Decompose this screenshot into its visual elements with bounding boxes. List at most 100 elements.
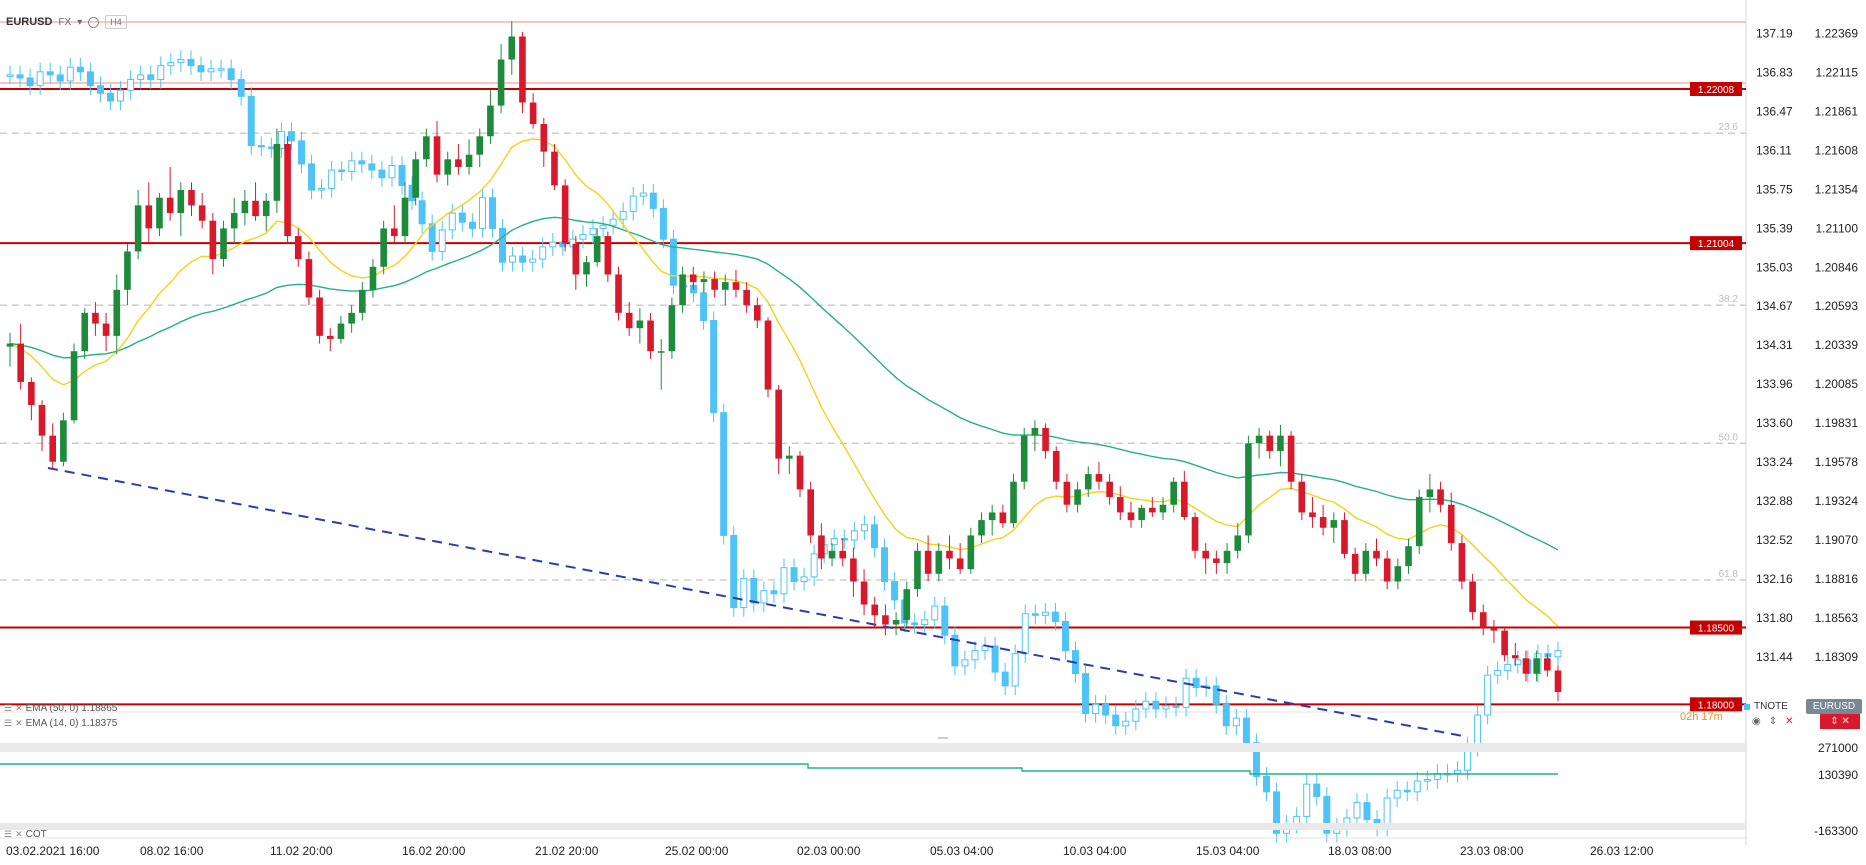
tnote-candle xyxy=(669,238,677,286)
tnote-candle xyxy=(1423,779,1431,782)
tnote-legend[interactable]: TNOTE xyxy=(1744,701,1788,712)
cot-legend[interactable]: ☰ ✕ COT xyxy=(4,829,47,840)
time-tick-label: 23.03 08:00 xyxy=(1460,844,1524,858)
clock-icon[interactable] xyxy=(88,16,100,28)
candle-body xyxy=(209,220,217,260)
tnote-candle xyxy=(991,645,999,673)
settings-icon[interactable]: ☰ xyxy=(4,829,12,839)
time-tick-label: 18.03 08:00 xyxy=(1328,844,1392,858)
tnote-candle xyxy=(619,211,627,220)
tnote-tick-label: 133.24 xyxy=(1756,455,1793,469)
eurusd-price-badge[interactable]: EURUSD xyxy=(1806,699,1862,714)
interval-selector[interactable]: H4 xyxy=(105,15,127,29)
tnote-candle xyxy=(911,622,919,625)
tnote-candle xyxy=(56,74,64,82)
level-price-tag xyxy=(1690,81,1742,96)
candle-body xyxy=(70,351,78,421)
tnote-candle xyxy=(1403,789,1411,793)
candle-body xyxy=(337,323,345,339)
tnote-candle xyxy=(810,553,818,578)
price-tick-label: 1.18816 xyxy=(1815,572,1859,586)
candle-body xyxy=(102,323,110,336)
tnote-candle xyxy=(589,227,597,236)
candle-body xyxy=(1298,481,1306,513)
candle-body xyxy=(49,435,57,462)
candle-body xyxy=(1010,481,1017,524)
tnote-candle xyxy=(1142,700,1150,710)
candle-body xyxy=(305,259,313,298)
tnote-candle xyxy=(499,227,507,263)
tnote-candle xyxy=(579,234,587,240)
tnote-candle xyxy=(951,634,959,667)
close-icon[interactable]: ✕ xyxy=(15,718,22,728)
tnote-candle xyxy=(127,78,135,91)
tnote-candle xyxy=(539,246,547,260)
price-tick-label: 1.19831 xyxy=(1815,416,1859,430)
candle-body xyxy=(1245,443,1252,536)
candle-body xyxy=(1426,489,1434,498)
candle-body xyxy=(1213,558,1220,564)
price-tick-label: 1.22369 xyxy=(1815,27,1859,41)
candle-body xyxy=(935,550,943,574)
candle-body xyxy=(1319,517,1327,528)
candle-body xyxy=(1479,612,1487,628)
candle-body xyxy=(1138,507,1145,521)
candle-body xyxy=(1266,435,1274,452)
eurusd-controls[interactable]: ⇕ ✕ xyxy=(1820,714,1860,729)
candle-body xyxy=(721,282,729,290)
candle-body xyxy=(1469,581,1476,613)
candle-body xyxy=(455,159,462,167)
candle-body xyxy=(551,151,558,186)
price-tick-label: 1.21100 xyxy=(1816,221,1859,235)
candle-body xyxy=(230,213,238,229)
tnote-candle xyxy=(1031,613,1039,616)
tnote-candle xyxy=(147,74,155,80)
tnote-candle xyxy=(177,59,185,64)
symbol-label[interactable]: EURUSD xyxy=(6,16,53,28)
candle-body xyxy=(636,320,644,329)
tnote-candle xyxy=(26,77,34,87)
candle-body xyxy=(1373,550,1380,559)
candle-body xyxy=(156,197,163,229)
candle-body xyxy=(1437,489,1444,505)
candle-body xyxy=(1106,481,1113,498)
ema14-legend[interactable]: ☰ ✕ EMA (14, 0) 1.18375 xyxy=(4,718,117,729)
candle-body xyxy=(615,274,622,313)
tnote-candle xyxy=(1453,769,1461,774)
candle-body xyxy=(647,320,654,352)
candle-body xyxy=(679,274,686,306)
candle-body xyxy=(967,535,975,570)
tnote-candle xyxy=(257,144,265,148)
tnote-swatch xyxy=(1744,703,1750,710)
ema50-legend[interactable]: ☰ ✕ EMA (50, 0) 1.18865 xyxy=(4,703,117,714)
tnote-candle xyxy=(790,567,798,583)
remove-icon[interactable]: ✕ xyxy=(1785,716,1794,727)
tnote-candle xyxy=(649,192,657,209)
price-tick-label: 1.20085 xyxy=(1815,377,1859,391)
time-tick-label: 16.02 20:00 xyxy=(402,844,466,858)
candle-body xyxy=(1447,504,1455,544)
tnote-candle xyxy=(207,68,215,73)
eye-icon[interactable]: ◉ xyxy=(1752,716,1761,727)
settings-icon[interactable]: ☰ xyxy=(4,703,12,713)
tnote-candle xyxy=(1132,708,1140,722)
close-icon[interactable]: ✕ xyxy=(15,703,22,713)
cot-tick-label: 271000 xyxy=(1818,741,1858,755)
tnote-tick-label: 131.44 xyxy=(1756,650,1793,664)
settings-icon[interactable]: ☰ xyxy=(4,718,12,728)
tnote-candle xyxy=(931,605,939,621)
candle-body xyxy=(252,200,259,217)
tnote-candle xyxy=(338,169,346,173)
tnote-candle xyxy=(157,65,165,80)
price-tick-label: 1.21861 xyxy=(1815,105,1859,119)
close-icon[interactable]: ✕ xyxy=(15,829,22,839)
tnote-candle xyxy=(287,131,295,142)
tnote-tick-label: 134.67 xyxy=(1756,299,1793,313)
tnote-candle xyxy=(388,164,396,179)
candle-body xyxy=(166,197,174,214)
move-icon[interactable]: ⇕ xyxy=(1768,716,1778,727)
dropdown-icon[interactable]: ▾ xyxy=(77,16,83,28)
candle-body xyxy=(1159,504,1167,513)
price-tick-label: 1.20846 xyxy=(1815,260,1859,274)
